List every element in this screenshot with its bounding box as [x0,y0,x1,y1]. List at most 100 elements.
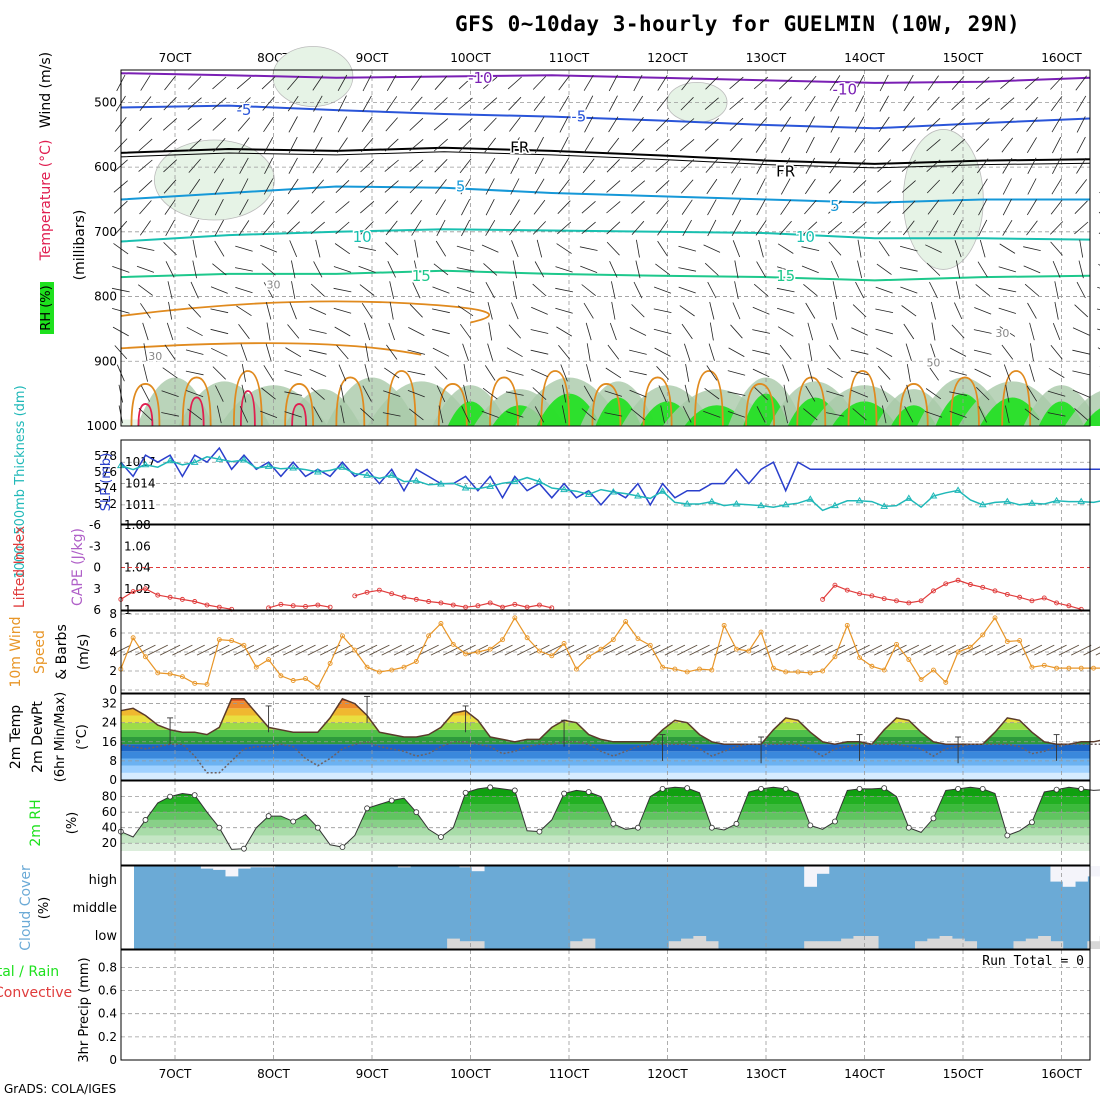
wind-barb [163,242,177,256]
lifted-point [906,600,912,606]
wind-barb [213,158,225,174]
wind-barb [752,349,770,355]
contour-label: 5 [456,178,466,196]
wind-barb [731,158,742,174]
wind-barb [682,219,692,236]
wind-barb [582,179,596,194]
wind-barb [606,221,621,235]
wind-barb [609,322,617,341]
lifted-point [918,598,924,604]
wind-barb [581,200,596,214]
wind-barb [804,75,817,91]
rh-point [339,844,346,851]
wind-barb [1025,96,1039,111]
surface-wind-barb [246,644,267,656]
isotherm-loop [335,376,366,427]
wind-barb [951,76,965,90]
wind-barb [163,96,177,111]
wind-barb [384,138,399,152]
wind-barb [975,118,990,131]
wind-barb [1076,157,1087,174]
wind-barb [1027,302,1037,319]
wind-barb [583,385,594,402]
wind-barb [167,281,173,299]
thickness-point [683,500,692,507]
wind-barb [605,367,622,379]
wind-barb [536,239,543,258]
wind-barb [776,266,795,273]
surface-wind-barb [1021,644,1043,656]
rh2m-units-label: (%) [65,812,80,835]
rh-point [314,824,321,831]
wind-barb [877,159,892,173]
surface-wind-barb [122,644,144,656]
y-tick-label: 1000 [86,419,117,433]
isotherm-loop [386,370,417,427]
high-cloud-gap [225,866,239,877]
temp-axis-label-3: (6hr Min/Max) [53,692,68,782]
wind-barb [487,343,494,361]
contour-label: -10 [833,80,858,98]
thickness-point [387,471,396,478]
wind-barb [507,76,522,90]
wind-barb [484,365,496,381]
wind-barb [240,343,248,361]
wind-barb [485,157,496,174]
wind-barb [313,261,323,278]
wind-barb [926,262,941,276]
surface-wind-barb [837,644,858,656]
wind-barb [287,324,300,339]
wind-barb [210,286,228,294]
wind-barb [185,349,204,355]
surface-wind-barb [824,644,846,656]
wind-barb [287,178,299,195]
wind-barb [309,369,327,377]
wind-barb [780,178,791,195]
wind-barb [264,157,274,174]
wind-barb [461,219,471,237]
surface-wind-barb [1046,644,1067,656]
wind-barb [805,157,816,174]
wind-barb [530,329,549,334]
wind-barb [532,387,547,400]
wind-barb [1051,178,1062,195]
rh-point [216,824,223,831]
wind-barb [977,261,988,278]
wind-barb [433,263,449,276]
wind-barb [707,281,717,299]
thickness-point [978,500,987,508]
wind-barb [287,75,300,91]
wind-barb [633,74,643,92]
thickness-point [289,464,298,471]
pressure-axis-label: (millibars) [72,210,88,281]
wind-barb [629,370,647,376]
surface-wind-barb [1009,644,1030,656]
rh-point [832,818,838,825]
temp-axis-label-2: 2m DewPt [30,701,46,773]
wind-barb [509,199,520,216]
wind-barb [192,239,197,258]
wind-barb [782,364,790,382]
wind-barb [657,220,669,236]
wind-barb [732,302,741,320]
wind-barb [832,281,838,299]
wind-barb [482,387,498,400]
contour-label: -5 [236,101,251,119]
wind-barb [557,200,571,214]
temp-tick: 16 [102,735,117,749]
wind-barb [583,74,594,91]
wind-barb [927,365,939,381]
rh-point [708,824,715,831]
wind-barb [1023,265,1041,274]
precip-axis-label: 3hr Precip (mm) [77,957,92,1062]
wind-barb [263,199,274,215]
rh-point [684,785,691,792]
wind-barb [458,118,473,131]
wind-barb [727,391,746,396]
thickness-point [338,463,347,470]
wind-barb [338,95,347,112]
cloud-level-label: low [95,929,118,944]
wind-barb [801,246,820,251]
lifted-point [820,596,826,602]
isotherm-loop-hot [291,403,308,427]
